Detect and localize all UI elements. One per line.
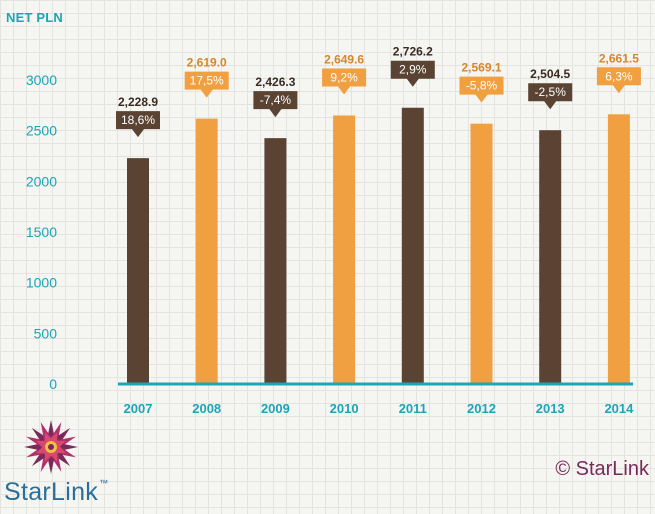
unit-label: NET PLN: [6, 10, 64, 25]
change-callout: [528, 83, 573, 110]
bar-2008: [195, 118, 218, 384]
y-tick-label: 0: [49, 376, 57, 392]
copyright-text: © StarLink: [555, 458, 649, 480]
x-tick-label: 2007: [124, 401, 153, 416]
change-label: 17,5%: [190, 74, 224, 88]
change-callout: [253, 91, 298, 118]
bar-2007: [127, 158, 149, 384]
change-label: 2,9%: [399, 63, 427, 77]
x-axis-ticks: 2007 2008 2009 2010 2011 2012 2013 2014: [124, 401, 635, 416]
value-label: 2,726.2: [393, 45, 433, 59]
x-tick-label: 2011: [399, 401, 427, 416]
logo-wordmark: StarLink: [4, 478, 99, 506]
change-callout: [184, 71, 229, 98]
y-tick-label: 1000: [26, 275, 57, 291]
bars: [127, 107, 630, 385]
change-callout: [322, 68, 367, 95]
value-callouts: 2,228.9 18,6% 2,619.0 17,5% 2,426.3 -7,4% 2,64…: [116, 45, 641, 138]
starlink-star-icon: [24, 420, 78, 474]
y-tick-label: 2500: [26, 123, 57, 139]
change-callout: [390, 60, 435, 87]
change-label: 6,3%: [605, 69, 633, 83]
bar-2011: [401, 107, 424, 385]
starlink-logo: StarLink™: [4, 418, 114, 510]
change-label: -2,5%: [535, 85, 567, 99]
logo-trademark: ™: [99, 478, 109, 488]
value-label: 2,661.5: [599, 51, 639, 65]
bar-2012: [470, 123, 493, 384]
bar-2014: [607, 114, 630, 384]
y-tick-label: 3000: [26, 72, 57, 88]
change-label: 18,6%: [121, 113, 155, 127]
bar-2013: [539, 130, 562, 384]
change-label: 9,2%: [330, 71, 358, 85]
value-label: 2,619.0: [187, 56, 227, 70]
y-tick-label: 1500: [26, 224, 57, 240]
bar-2009: [264, 138, 287, 384]
y-tick-label: 500: [34, 325, 58, 341]
value-label: 2,426.3: [255, 75, 295, 89]
bar-2010: [333, 115, 356, 384]
change-callout: [116, 111, 160, 138]
change-callout: [459, 76, 504, 103]
change-label: -7,4%: [260, 93, 292, 107]
x-tick-label: 2008: [192, 401, 221, 416]
change-label: -5,8%: [466, 79, 498, 93]
value-label: 2,569.1: [461, 61, 501, 75]
x-tick-label: 2009: [261, 401, 290, 416]
value-label: 2,228.9: [118, 95, 158, 109]
y-axis-ticks: 0 500 1000 1500 2000 2500 3000: [26, 72, 57, 392]
x-tick-label: 2010: [330, 401, 359, 416]
x-tick-label: 2012: [467, 401, 496, 416]
x-tick-label: 2014: [604, 401, 634, 416]
y-tick-label: 2000: [26, 173, 57, 189]
value-label: 2,649.6: [324, 53, 364, 67]
value-label: 2,504.5: [530, 67, 570, 81]
change-callout: [596, 67, 641, 94]
x-tick-label: 2013: [536, 401, 565, 416]
